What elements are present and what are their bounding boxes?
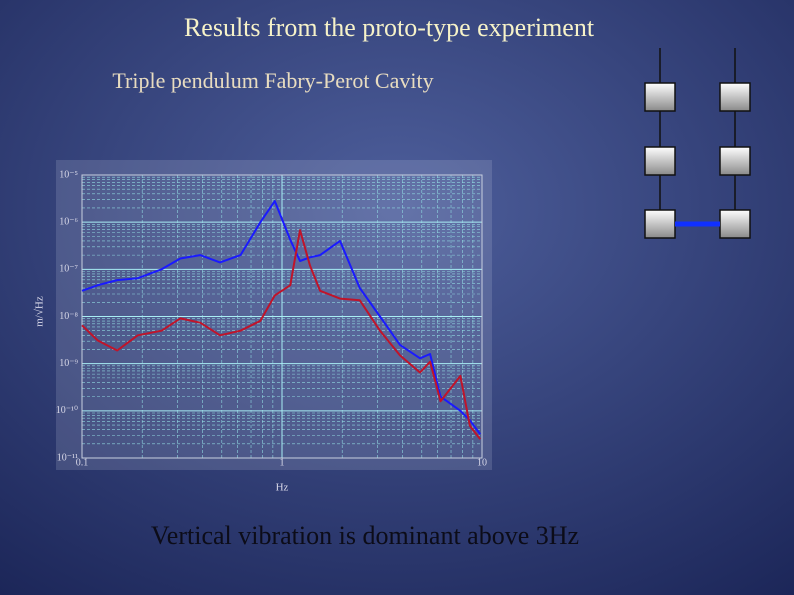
plot-frame	[81, 174, 483, 459]
x-tick-label: 1	[280, 457, 285, 468]
x-axis-label: Hz	[276, 482, 289, 494]
y-tick-label: 10⁻¹¹	[57, 452, 78, 463]
y-tick-label: 10⁻⁸	[59, 311, 78, 322]
x-tick-label: 10	[477, 457, 487, 468]
y-tick-label: 10⁻⁶	[59, 216, 78, 227]
plot: 0.1 1 10 10⁻⁵ 10⁻⁶ 10⁻⁷ 10⁻⁸ 10⁻⁹ 10⁻¹⁰ 10⁻¹¹ Hz m/…	[34, 169, 487, 493]
pendulum-diagram	[644, 48, 751, 239]
x-tick-label: 0.1	[76, 457, 89, 468]
series-line	[81, 229, 481, 440]
slide-title: Results from the proto-type experiment	[184, 13, 595, 42]
y-axis-label: m/√Hz	[34, 296, 46, 327]
y-tick-label: 10⁻⁵	[59, 169, 78, 180]
plot-background	[56, 160, 492, 470]
slide-subtitle: Triple pendulum Fabry-Perot Cavity	[112, 68, 433, 93]
y-tick-label: 10⁻⁷	[59, 264, 78, 275]
caption: Vertical vibration is dominant above 3Hz	[151, 521, 579, 550]
y-tick-label: 10⁻⁹	[59, 358, 78, 369]
y-tick-label: 10⁻¹⁰	[56, 405, 78, 416]
series-line	[81, 200, 482, 435]
